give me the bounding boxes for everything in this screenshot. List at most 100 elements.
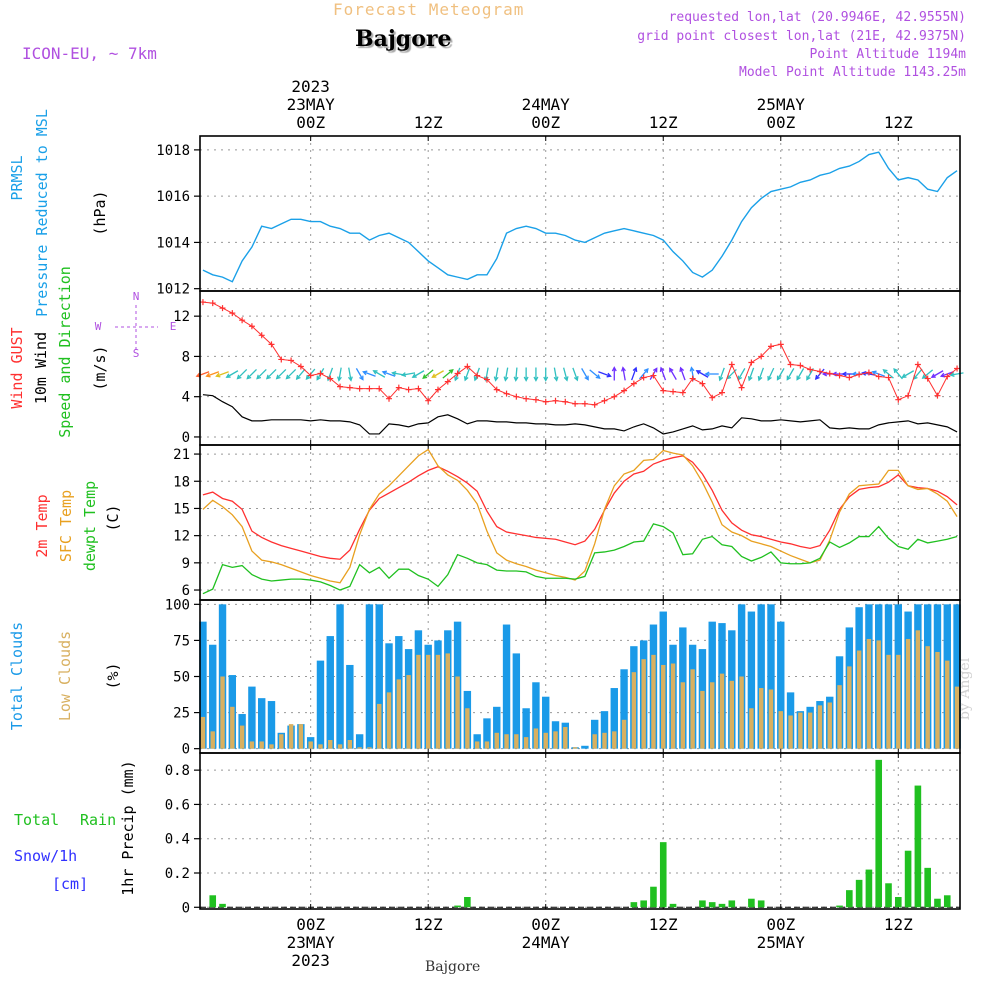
precip-unit-label: 1hr Precip (mm) bbox=[119, 760, 137, 895]
wind-arrow-head bbox=[643, 367, 649, 374]
wind-arrow bbox=[347, 367, 353, 382]
wind-arrow-head bbox=[757, 376, 763, 382]
gust-marker bbox=[816, 368, 823, 375]
cloud-unit-label: (%) bbox=[104, 662, 122, 689]
wind-arrow-head bbox=[584, 375, 589, 381]
wind-arrow bbox=[589, 369, 601, 380]
bottom-hour-label: 12Z bbox=[884, 915, 913, 934]
gust-marker bbox=[395, 384, 402, 391]
rain-bar bbox=[708, 902, 716, 908]
y-tick-label: 0 bbox=[182, 900, 190, 916]
total-cloud-bar bbox=[199, 621, 207, 749]
wind-arrow-shaft bbox=[286, 368, 297, 380]
rain-bar bbox=[943, 895, 951, 908]
gust-marker bbox=[258, 332, 265, 339]
low-cloud-bar bbox=[288, 724, 294, 749]
gust-marker bbox=[405, 386, 412, 393]
wind-arrow bbox=[695, 370, 709, 378]
low-cloud-bar bbox=[758, 688, 764, 749]
low-cloud-bar bbox=[279, 734, 284, 749]
low-cloud-bar bbox=[592, 734, 597, 749]
wind-arrow bbox=[295, 368, 306, 381]
wind-arrow-shaft bbox=[422, 369, 434, 379]
requested-coords: requested lon,lat (20.9946E, 42.9555N) bbox=[668, 10, 966, 25]
low-cloud-bar bbox=[572, 747, 578, 749]
wind-arrow bbox=[786, 368, 795, 381]
wind-arrow-head bbox=[246, 374, 252, 380]
low-cloud-bar bbox=[230, 706, 235, 749]
y-tick-label: 0 bbox=[182, 430, 190, 446]
wind-arrow bbox=[796, 368, 805, 381]
rain-bar bbox=[699, 900, 706, 908]
wind-arrow-head bbox=[523, 376, 529, 382]
bottom-year-label: 2023 bbox=[291, 951, 330, 970]
wind-arrow-head bbox=[533, 376, 539, 382]
low-cloud-bar bbox=[337, 744, 343, 749]
y-tick-label: 0 bbox=[182, 742, 190, 758]
low-cloud-bar bbox=[749, 708, 754, 749]
wind-arrow-head bbox=[362, 370, 368, 376]
total-cloud-bar bbox=[512, 653, 521, 749]
rain-bar bbox=[650, 886, 657, 908]
gust-marker bbox=[621, 387, 628, 394]
wind-arrow-shaft bbox=[216, 371, 229, 377]
bottom-hour-label: 00Z bbox=[296, 915, 325, 934]
wind-arrow-head bbox=[776, 375, 782, 381]
wind-arrow bbox=[236, 368, 248, 380]
wind-arrow-head bbox=[861, 370, 867, 376]
wind-arrow-head bbox=[893, 367, 899, 374]
top-hour-label: 00Z bbox=[766, 113, 795, 132]
gust-marker bbox=[337, 383, 344, 390]
wind-arrow-head bbox=[503, 376, 509, 382]
gust-marker bbox=[278, 356, 285, 363]
low-cloud-bar bbox=[328, 740, 333, 749]
low-cloud-bar bbox=[386, 692, 392, 749]
gust-marker bbox=[865, 369, 872, 376]
wind-arrow bbox=[930, 370, 944, 378]
wind-arrow-shaft bbox=[206, 371, 220, 377]
total-cloud-bar bbox=[953, 604, 961, 749]
wind-arrow-shaft bbox=[373, 370, 386, 378]
wind-arrow-head bbox=[431, 373, 437, 378]
low-cloud-bar bbox=[768, 689, 774, 749]
y-tick-label: 100 bbox=[165, 597, 190, 613]
model-label: ICON-EU, ~ 7km bbox=[22, 44, 157, 63]
wind-arrow bbox=[562, 367, 569, 382]
wind-arrow bbox=[621, 366, 626, 381]
rain-bar bbox=[748, 898, 755, 908]
wind-arrow-shaft bbox=[296, 368, 306, 380]
wind-arrow-head bbox=[381, 370, 387, 376]
total-cloud-bar bbox=[600, 711, 609, 749]
gust-marker bbox=[503, 390, 510, 397]
wind-arrow-shaft bbox=[402, 372, 416, 376]
gust-marker bbox=[758, 353, 765, 360]
total-cloud-bar bbox=[336, 604, 344, 749]
wind-arrow-shaft bbox=[598, 371, 611, 377]
wind-arrow-shaft bbox=[631, 367, 637, 381]
gust-marker bbox=[767, 343, 774, 350]
gust-marker bbox=[454, 370, 461, 377]
wind-arrow-shaft bbox=[737, 368, 746, 380]
low-cloud-bar bbox=[406, 675, 411, 749]
low-cloud-bar bbox=[886, 654, 891, 749]
low-clouds-label: Low Clouds bbox=[56, 631, 74, 721]
wind-arrow-shaft bbox=[748, 367, 755, 381]
y-tick-label: 50 bbox=[173, 670, 190, 686]
low-cloud-bar bbox=[465, 708, 470, 749]
wind-arrow bbox=[776, 368, 785, 381]
wind-direction-label: Speed and Direction bbox=[56, 266, 74, 438]
wind-arrow-head bbox=[400, 372, 407, 378]
gust-marker bbox=[317, 370, 324, 377]
gust-marker bbox=[444, 378, 451, 385]
wind-arrow-shaft bbox=[660, 367, 667, 381]
low-cloud-bar bbox=[807, 712, 813, 749]
wind-arrow-shaft bbox=[950, 372, 964, 376]
footer-location: Bajgore bbox=[425, 959, 481, 975]
wind-arrow-head bbox=[391, 370, 397, 376]
wind-arrow-head bbox=[796, 375, 801, 381]
dewpoint-label: dewpt Temp bbox=[81, 481, 99, 571]
wind-arrow-head bbox=[448, 368, 454, 374]
gust-marker bbox=[239, 317, 246, 324]
wind-arrow bbox=[265, 368, 277, 380]
snow-unit-label: [cm] bbox=[52, 875, 88, 893]
